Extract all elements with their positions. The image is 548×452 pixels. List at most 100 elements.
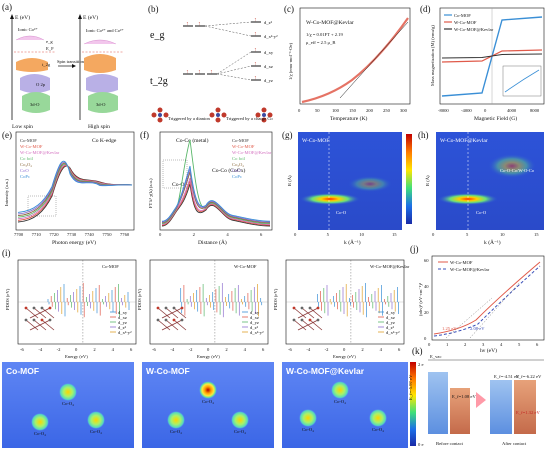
d-inset-curve	[504, 69, 540, 93]
i-xlabel-0: Energy (eV)	[65, 354, 88, 359]
e-xtick-5: 7750	[102, 232, 112, 237]
i-ylabel-1: PDOS (eV)	[137, 288, 142, 310]
j-curve-kevlar	[433, 265, 541, 337]
maps: Co-MOF Co-O₄ Co-O₄ Co-O₄ W-Co-MOF Co-O₄ Co-O₄ C…	[2, 362, 408, 448]
d-legend-label-0: Co-MOF	[454, 13, 471, 18]
i-xtick-1-4: 2	[225, 347, 228, 352]
j-legend: W-Co-MOF W-Co-MOF@Kevlar	[438, 260, 490, 272]
j-tangent-1	[445, 297, 493, 339]
i-mol-bond-0-7	[29, 319, 51, 331]
k-after-right	[514, 380, 536, 434]
d-curve-kevlar	[441, 53, 543, 59]
j-ytick-0: 0	[424, 336, 427, 341]
c-xtick-5: 250	[383, 108, 391, 113]
i-xtick-1-2: -2	[189, 347, 194, 352]
i-mol-atom-1-6	[172, 318, 176, 322]
e-ylabel: Intensity (a.u.)	[4, 179, 9, 206]
f-xtick-2: 4	[226, 232, 229, 237]
f-xlabel: Distance (Å)	[198, 238, 227, 246]
i-xtick-2-2: -2	[325, 347, 330, 352]
c-xtick-2: 100	[332, 108, 340, 113]
i-mol-bond-1-2	[173, 307, 187, 319]
i-mol-atom-0-7	[48, 318, 52, 322]
i-xlabel-1: Energy (eV)	[197, 354, 220, 359]
f-xtick-0: 0	[159, 232, 162, 237]
i-mol-atom-1-3	[180, 306, 184, 310]
map-bg-1	[142, 362, 274, 448]
h-ylabel: R (Å)	[425, 175, 430, 186]
j-xtick-4: 4	[500, 342, 503, 347]
k-arrow	[476, 392, 486, 408]
b-link-3	[216, 65, 252, 75]
b-orbital-0: d_z²	[264, 20, 273, 25]
b-spin-1: ↑	[198, 21, 201, 27]
map-title-1: W-Co-MOF	[146, 366, 190, 376]
e-curve-3	[17, 163, 133, 218]
c-xtick-3: 150	[349, 108, 357, 113]
i-mol-bond-0-3	[29, 307, 51, 319]
g-colorbar	[406, 134, 412, 224]
g-spot-2	[348, 176, 392, 192]
map-label-2-1: Co-O₄	[302, 427, 314, 432]
c-xtick-6: 300	[400, 108, 408, 113]
i-leg-2-4: d_x²-y²	[386, 330, 400, 335]
a-y-label: E (eV)	[15, 14, 30, 21]
i-xtick-2-4: 2	[361, 347, 364, 352]
c-xtick-1: 50	[315, 108, 320, 113]
i-mol-atom-1-4	[156, 318, 160, 322]
k-e4: E_f=1.32 eV	[516, 410, 540, 415]
f-ann1: Co-Co (metal)	[176, 137, 209, 144]
k-vac: E_vac	[430, 354, 441, 359]
map-spot-1-1	[167, 411, 185, 429]
a-low-3d	[22, 92, 50, 113]
j-ylabel: (αhν)² (eV·cm⁻¹)²	[418, 282, 423, 316]
d-xtick-2: 0	[484, 108, 487, 113]
d-xticks: -8000 -4000 0 4000 8000	[438, 108, 540, 113]
f-legend-4: Co₃O₄	[232, 162, 244, 167]
c-xtick-0: 0	[298, 108, 301, 113]
i-mol-atom-0-5	[32, 318, 36, 322]
h-xtick-2: 10	[500, 232, 505, 237]
j-curve-w-co-mof	[433, 261, 541, 335]
g-spot-main	[300, 193, 360, 205]
panel-c: (c) W-Co-MOF@Kevlar 1/χ = 0.01FT + 2.19 …	[284, 4, 411, 122]
d-ylabel: Mass magnetization (M) (emu/g)	[430, 25, 435, 86]
i-leg-1-1: d_xz	[250, 315, 259, 320]
j-ytick-3: 60	[424, 258, 429, 263]
h-wt-map	[436, 132, 544, 230]
i-leg-1-0: d_xy	[250, 310, 260, 315]
i-mol-bond-1-6	[173, 319, 187, 331]
map-label-1-0: Co-O₄	[202, 399, 214, 404]
i-ylabel-0: PDOS (eV)	[5, 288, 10, 310]
f-legend-1: W-Co-MOF	[232, 144, 255, 149]
i-mol-bond-2-2	[309, 307, 323, 319]
a-low-3d-label: 3d-O	[30, 102, 40, 107]
j-xtick-6: 6	[536, 342, 539, 347]
b-t2g-label: t_2g	[150, 76, 168, 87]
g-xtick-0: 0	[294, 232, 297, 237]
i-mol-bond-0-6	[41, 319, 55, 331]
e-legend-0: Co-MOF	[20, 138, 37, 143]
j-ann2: 2.08 eV	[470, 326, 485, 331]
b-orbital-4: d_yz	[264, 78, 273, 83]
e-legend-4: Co₃O₄	[20, 162, 32, 167]
e-legend-1: W-Co-MOF	[20, 144, 43, 149]
e-frame	[15, 131, 135, 231]
b-link-0	[204, 21, 252, 27]
i-mol-bond-2-6	[309, 319, 323, 331]
e-legend-6: CoPc	[20, 174, 30, 179]
panel-f: (f) Co-Co (metal) Co-Co (CoOx) Co-O Co-M…	[140, 130, 273, 246]
d-xtick-0: -8000	[438, 108, 449, 113]
e-xtick-1: 7710	[32, 232, 42, 237]
j-xtick-1: 1	[446, 342, 449, 347]
e-curve-5	[17, 161, 133, 215]
map-spot-2-1	[299, 409, 317, 427]
d-xtick-4: 8000	[530, 108, 540, 113]
h-xlabel: k (Å⁻¹)	[484, 238, 501, 246]
j-ytick-2: 40	[424, 284, 429, 289]
b-levels: ↑ ↑ ↑ ↑ ↑ ↑ ↑ ↑ ↑ ↑ d_z² d_x²-y² d_xy d_xz d_yz	[183, 17, 278, 83]
panel-label-a: (a)	[2, 2, 12, 12]
f-xtick-3: 6	[260, 232, 263, 237]
i-leg-0-1: d_xz	[118, 315, 127, 320]
